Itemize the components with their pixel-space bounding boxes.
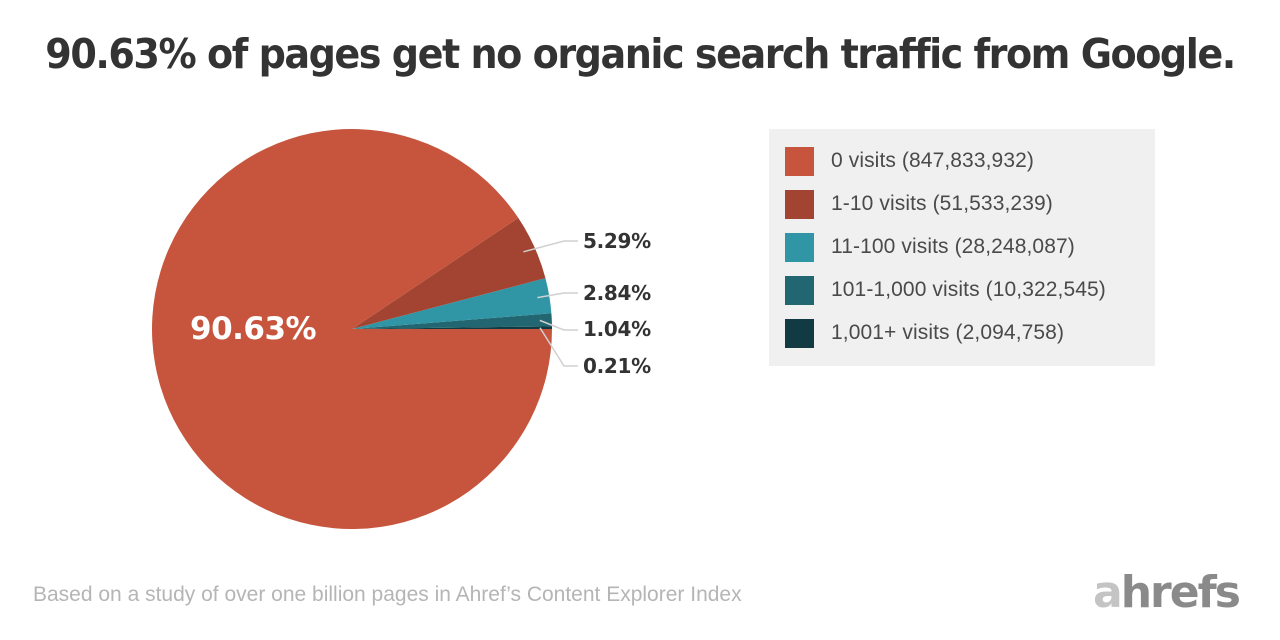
pie-slice-4	[352, 326, 552, 329]
slice-label-0-visits: 90.63%	[190, 311, 317, 347]
chart-title: 90.63% of pages get no organic search tr…	[45, 30, 1236, 78]
legend: 0 visits (847,833,932) 1-10 visits (51,5…	[769, 129, 1155, 366]
legend-item-11-100-visits: 11-100 visits (28,248,087)	[785, 232, 1075, 262]
pie-slice-0	[152, 129, 552, 530]
legend-label: 1,001+ visits (2,094,758)	[831, 321, 1065, 344]
legend-item-0-visits: 0 visits (847,833,932)	[785, 146, 1034, 176]
leader-line	[537, 292, 578, 299]
legend-item-1001-plus-visits: 1,001+ visits (2,094,758)	[785, 318, 1064, 348]
pie-slice-1	[352, 217, 546, 329]
legend-item-1-10-visits: 1-10 visits (51,533,239)	[785, 189, 1053, 219]
leader-line	[523, 240, 578, 253]
legend-label: 101-1,000 visits (10,322,545)	[831, 278, 1106, 301]
legend-swatch	[785, 189, 814, 219]
ahrefs-logo: ahrefs	[1093, 567, 1241, 618]
slice-label-11-100-visits: 2.84%	[583, 281, 651, 305]
footnote: Based on a study of over one billion pag…	[33, 583, 742, 606]
leader-line	[539, 327, 578, 367]
legend-swatch	[785, 232, 814, 262]
pie-chart: 90.63% 5.29% 2.84% 1.04% 0.21%	[152, 129, 651, 530]
legend-swatch	[785, 146, 814, 176]
legend-swatch	[785, 318, 814, 348]
logo-letters-hrefs: hrefs	[1120, 567, 1241, 618]
pie-chart-graphic	[152, 129, 578, 530]
legend-label: 0 visits (847,833,932)	[831, 149, 1034, 172]
pie-slice-2	[352, 278, 552, 329]
leader-line	[539, 319, 578, 331]
logo-letter-a: a	[1093, 567, 1123, 618]
legend-label: 11-100 visits (28,248,087)	[831, 235, 1075, 258]
legend-swatch	[785, 275, 814, 305]
legend-item-101-1000-visits: 101-1,000 visits (10,322,545)	[785, 275, 1106, 305]
legend-label: 1-10 visits (51,533,239)	[831, 192, 1053, 215]
slice-label-1-10-visits: 5.29%	[583, 229, 651, 253]
slice-label-101-1000-visits: 1.04%	[583, 317, 651, 341]
pie-slice-3	[352, 313, 552, 329]
slice-label-1001-plus-visits: 0.21%	[583, 354, 651, 378]
